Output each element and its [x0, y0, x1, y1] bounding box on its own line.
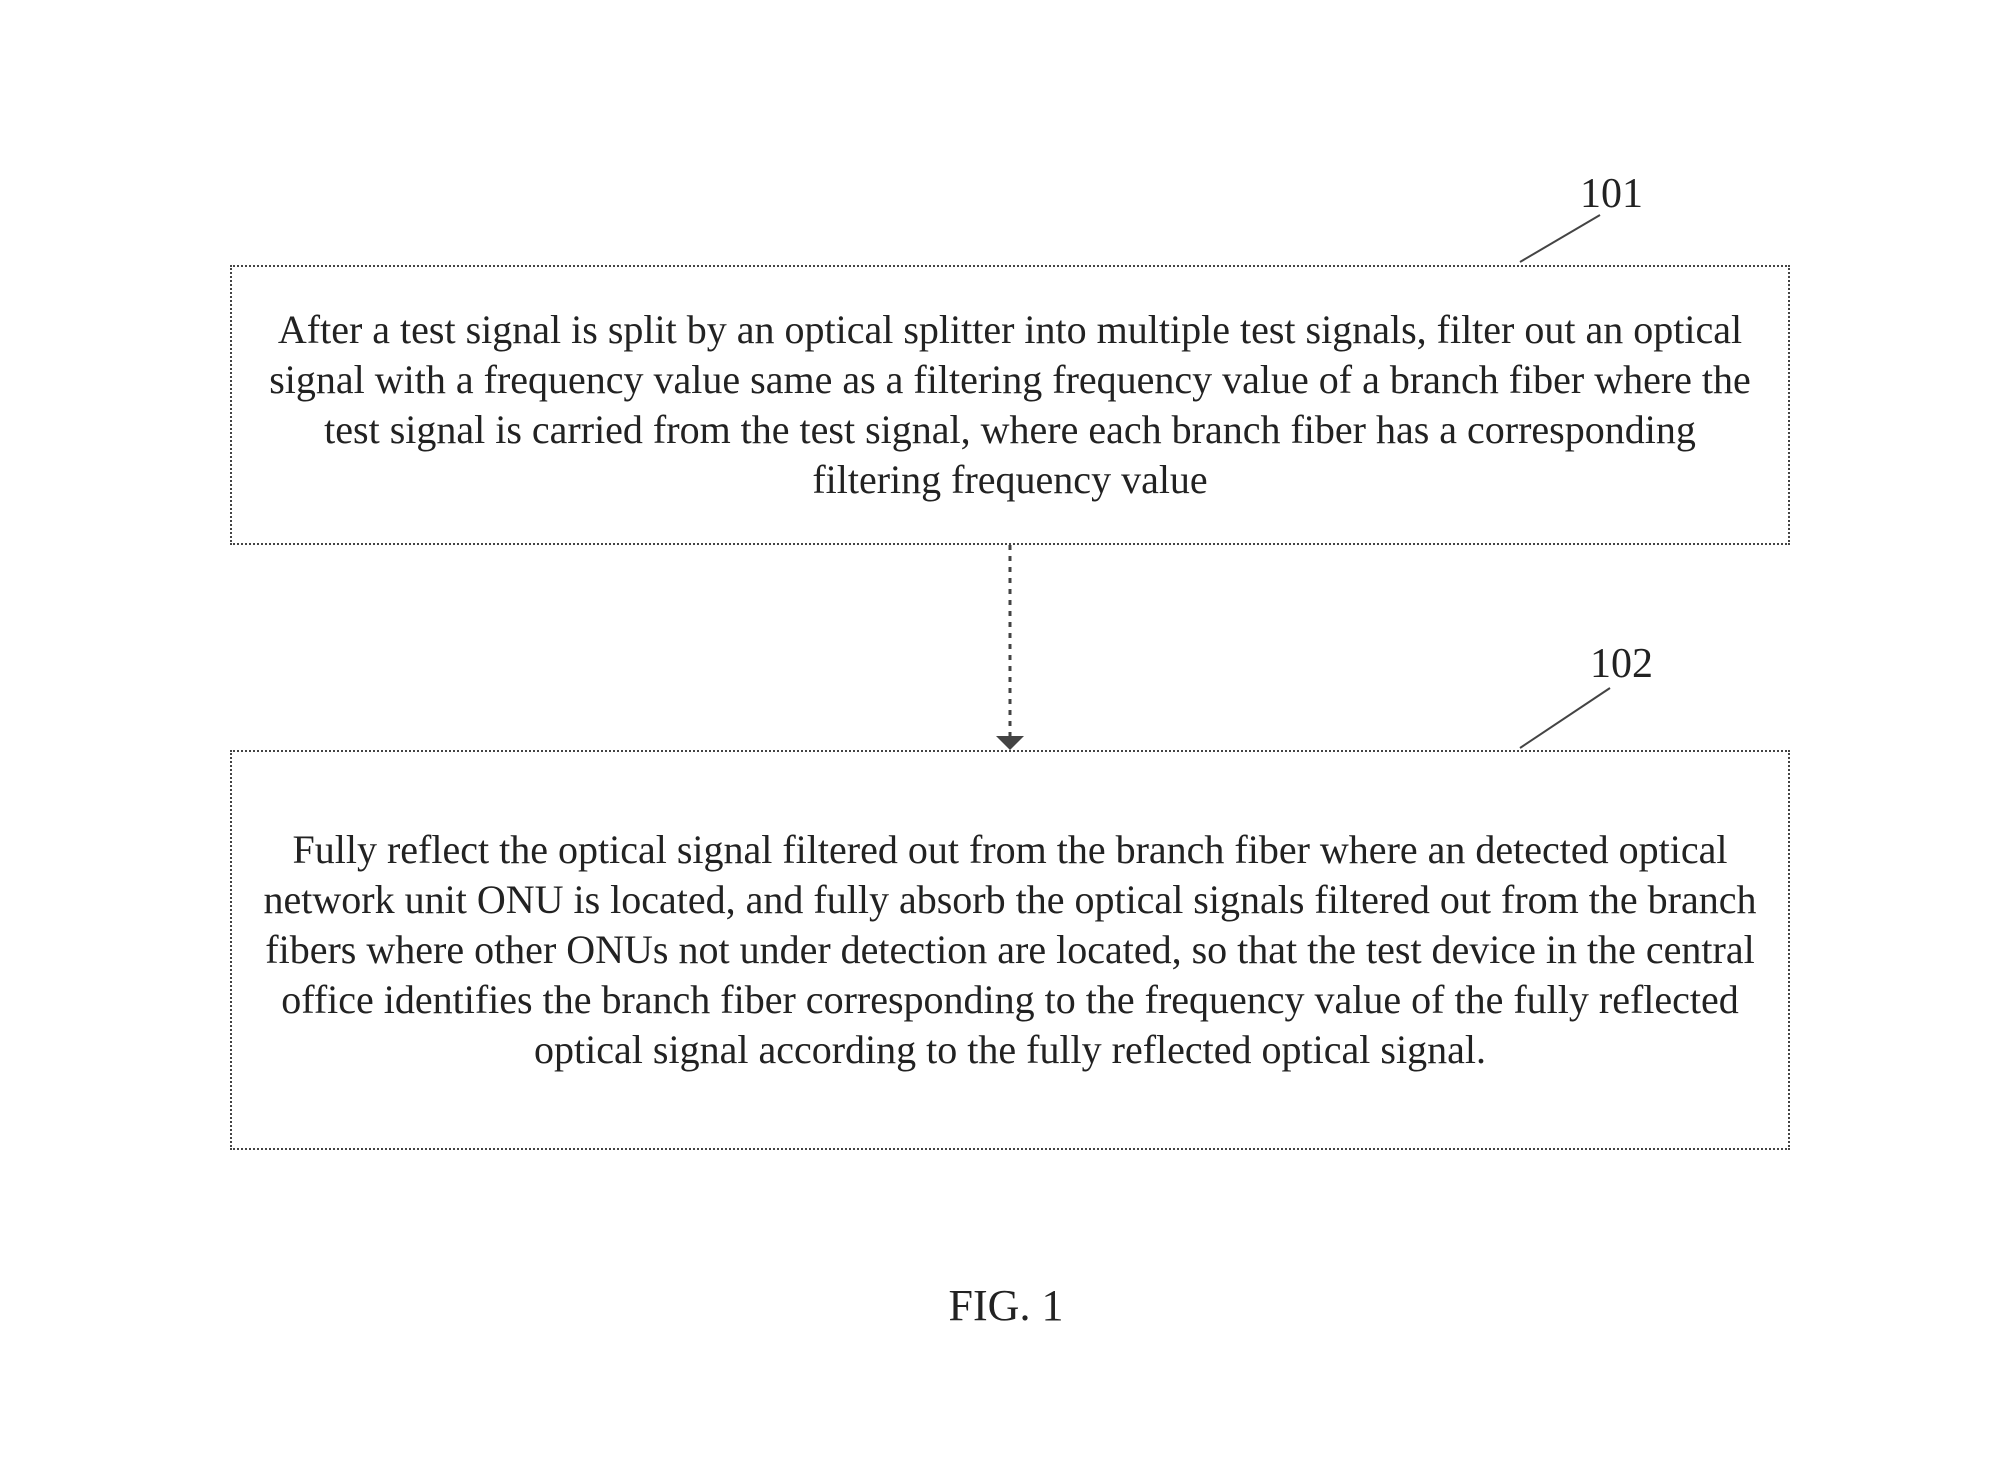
- flow-step-2-text: Fully reflect the optical signal filtere…: [262, 825, 1758, 1075]
- flow-step-1-text: After a test signal is split by an optic…: [262, 305, 1758, 505]
- flow-arrow: [990, 545, 1030, 750]
- flow-step-1-number: 101: [1580, 170, 1643, 218]
- leader-line-2: [1518, 686, 1612, 750]
- flow-step-2-number: 102: [1590, 640, 1653, 688]
- flow-step-2: Fully reflect the optical signal filtere…: [230, 750, 1790, 1150]
- figure-caption: FIG. 1: [0, 1280, 2012, 1331]
- leader-line-1: [1518, 213, 1602, 264]
- figure-canvas: After a test signal is split by an optic…: [0, 0, 2012, 1462]
- flow-step-1: After a test signal is split by an optic…: [230, 265, 1790, 545]
